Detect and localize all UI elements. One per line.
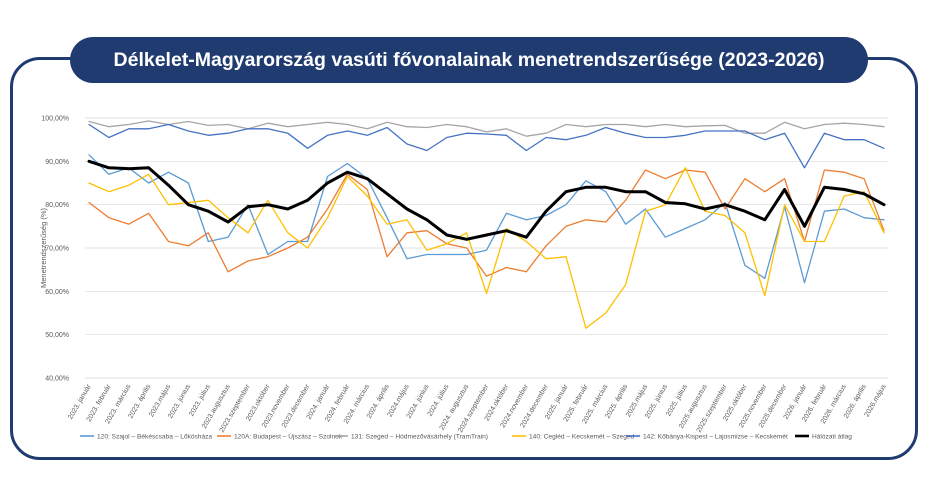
y-axis-ticks: 40,00% 50,00% 60,00% 70,00% 80,00% 90,00% 100,… — [41, 116, 69, 383]
y-tick-label: 50,00% — [45, 332, 69, 339]
legend-item: 120A: Budapest – Újszász – Szolnok — [217, 431, 343, 440]
legend-item: 142: Kőbánya-Kispest – Lajosmizse – Kecs… — [626, 433, 788, 440]
series-line — [87, 159, 886, 241]
series-line — [88, 123, 885, 169]
legend-label: 131: Szeged – Hódmezővásárhely (TramTrai… — [351, 433, 488, 440]
legend: 120: Szajol – Békéscsaba – Lőkösháza 120A… — [80, 431, 852, 440]
legend-label: 142: Kőbánya-Kispest – Lajosmizse – Kecs… — [643, 433, 788, 440]
y-tick-label: 60,00% — [45, 289, 69, 296]
x-tick-label: 2026.május — [864, 383, 888, 418]
y-tick-label: 40,00% — [45, 376, 69, 383]
legend-label: 120: Szajol – Békéscsaba – Lőkösháza — [97, 433, 212, 440]
legend-item: Hálózati átlag — [795, 433, 852, 440]
y-tick-label: 90,00% — [45, 159, 69, 166]
legend-item: 140: Cegléd – Kecskemét – Szeged — [512, 433, 635, 440]
series-line — [88, 167, 885, 329]
legend-label: 120A: Budapest – Újszász – Szolnok — [234, 431, 343, 440]
chart-title: Délkelet-Magyarország vasúti fővonalaina… — [113, 48, 825, 71]
y-tick-label: 100,00% — [41, 116, 69, 123]
legend-item: 120: Szajol – Békéscsaba – Lőkösháza — [80, 433, 212, 440]
legend-item: 131: Szeged – Hódmezővásárhely (TramTrai… — [334, 433, 488, 440]
chart-frame — [10, 57, 918, 460]
y-tick-label: 80,00% — [45, 202, 69, 209]
series-line — [88, 154, 885, 284]
legend-label: Hálózati átlag — [812, 433, 852, 440]
series-line — [88, 169, 885, 277]
series-lines — [87, 120, 886, 329]
y-axis-label: Menetrendszerűség (%) — [39, 207, 48, 288]
title-banner: Délkelet-Magyarország vasúti fővonalaina… — [70, 37, 868, 83]
y-tick-label: 70,00% — [45, 246, 69, 253]
grid-lines — [85, 117, 888, 379]
legend-label: 140: Cegléd – Kecskemét – Szeged — [529, 433, 635, 440]
